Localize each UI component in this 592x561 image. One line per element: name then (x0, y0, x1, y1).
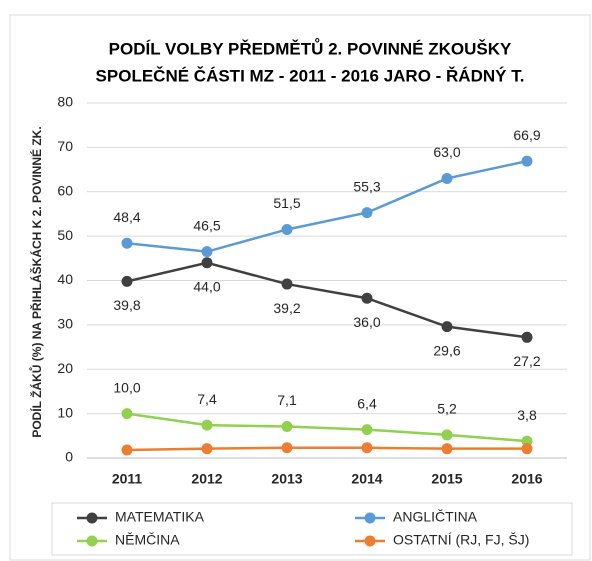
point (361, 442, 373, 454)
legend-marker (364, 512, 376, 524)
legend-label: MATEMATIKA (115, 509, 205, 525)
data-label: 6,4 (357, 395, 377, 411)
point (361, 292, 373, 304)
data-label: 46,5 (193, 217, 220, 233)
data-label: 29,6 (433, 342, 460, 358)
point (441, 172, 453, 184)
data-label: 10,0 (113, 379, 140, 395)
legend-label: OSTATNÍ (RJ, FJ, ŠJ) (393, 532, 529, 548)
legend-marker (86, 512, 98, 524)
series-line (126, 261, 528, 339)
data-label: 44,0 (193, 278, 220, 294)
y-tick-label: 40 (57, 271, 73, 287)
data-label: 48,4 (113, 209, 140, 225)
data-label: 7,4 (197, 391, 217, 407)
legend-label: ANGLIČTINA (393, 509, 478, 525)
point (201, 257, 213, 269)
point (121, 408, 133, 420)
data-label: 7,1 (277, 392, 297, 408)
data-label: 39,2 (273, 300, 300, 316)
data-label: 63,0 (433, 144, 460, 160)
point (281, 278, 293, 290)
chart-title: PODÍL VOLBY PŘEDMĚTŮ 2. POVINNÉ ZKOUŠKY (109, 38, 512, 58)
point (121, 444, 133, 456)
y-axis-label: PODÍL ŽÁKŮ (%) NA PŘIHLÁŠKÁCH K 2. POVIN… (28, 126, 44, 437)
point (441, 443, 453, 455)
point (521, 331, 533, 343)
data-label: 3,8 (517, 407, 537, 423)
point (201, 419, 213, 431)
point (281, 420, 293, 432)
data-label: 66,9 (513, 127, 540, 143)
point (521, 155, 533, 167)
data-label: 51,5 (273, 195, 300, 211)
point (361, 424, 373, 436)
point (521, 443, 533, 455)
point (441, 321, 453, 333)
legend-marker (86, 535, 98, 547)
y-tick-label: 60 (57, 182, 73, 198)
point (521, 435, 533, 447)
series-line (126, 412, 528, 443)
y-tick-label: 50 (57, 227, 73, 243)
y-tick-label: 70 (57, 138, 73, 154)
point (201, 443, 213, 455)
x-tick-label: 2014 (351, 471, 382, 487)
y-tick-label: 80 (57, 94, 73, 110)
point (121, 237, 133, 249)
point (441, 429, 453, 441)
data-label: 27,2 (513, 353, 540, 369)
data-label: 5,2 (437, 401, 457, 417)
y-tick-label: 0 (65, 449, 73, 465)
point (361, 207, 373, 219)
chart-title: SPOLEČNÉ ČÁSTI MZ - 2011 - 2016 JARO - Ř… (96, 66, 525, 85)
point (201, 246, 213, 258)
x-tick-label: 2012 (191, 471, 222, 487)
y-tick-label: 30 (57, 316, 73, 332)
point (281, 223, 293, 235)
y-tick-label: 20 (57, 360, 73, 376)
data-label: 36,0 (353, 314, 380, 330)
legend-label: NĚMČINA (115, 532, 180, 548)
point (281, 442, 293, 454)
series-line (126, 159, 528, 253)
x-tick-label: 2015 (431, 471, 462, 487)
data-label: 55,3 (353, 178, 380, 194)
y-tick-label: 10 (57, 404, 73, 420)
series-line (126, 446, 527, 452)
x-tick-label: 2016 (511, 471, 542, 487)
data-label: 39,8 (113, 297, 140, 313)
point (121, 275, 133, 287)
x-tick-label: 2013 (271, 471, 302, 487)
x-tick-label: 2011 (112, 471, 143, 487)
legend-box (51, 502, 573, 556)
legend-marker (364, 535, 376, 547)
